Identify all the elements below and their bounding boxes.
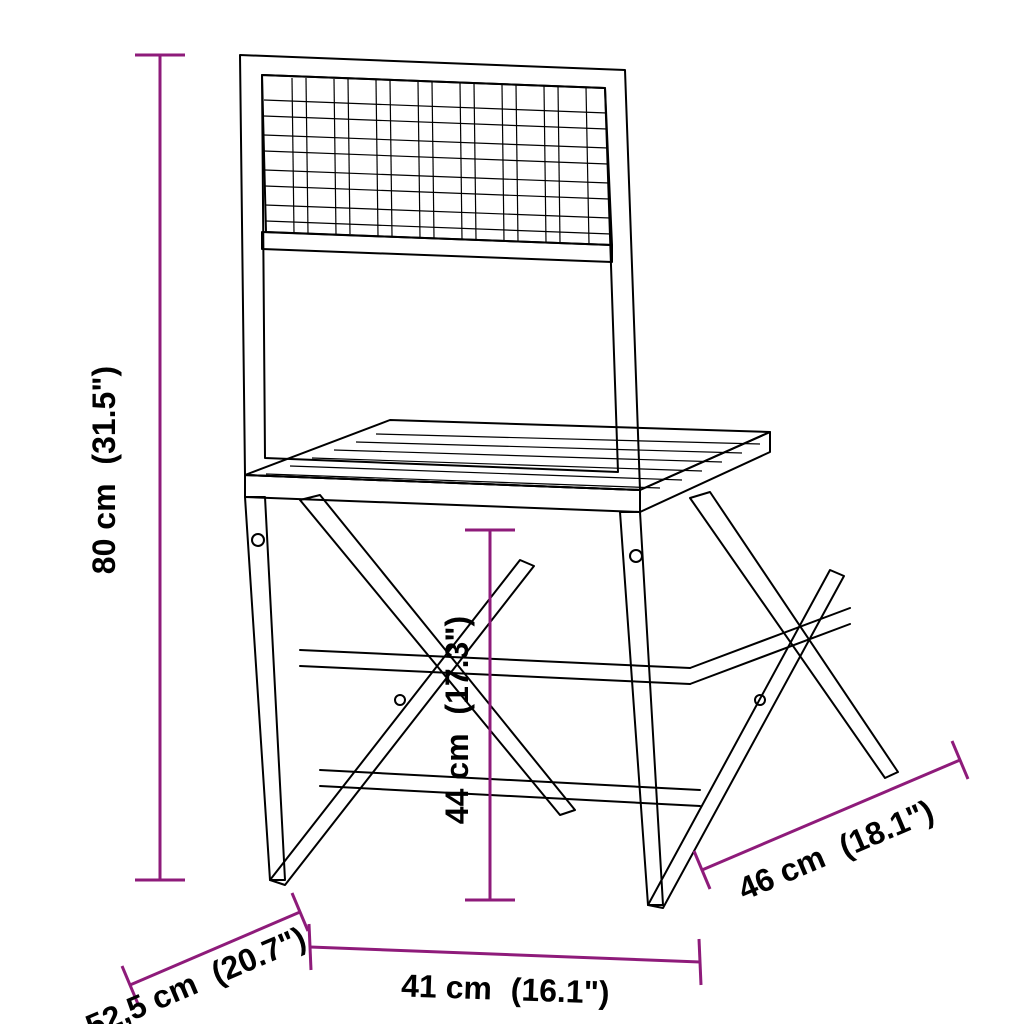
dimension-diagram: 80 cm (31.5") 44 cm (17.3") 52,5 cm (20.… <box>0 0 1024 1024</box>
label-seat-height: 44 cm (17.3") <box>439 616 475 824</box>
rattan-backrest <box>262 75 612 262</box>
label-width: 41 cm (16.1") <box>401 967 611 1010</box>
chair-drawing <box>240 55 898 908</box>
dim-width <box>309 924 701 985</box>
label-back-spread: 46 cm (18.1") <box>733 793 939 908</box>
dim-overall-height <box>135 55 185 880</box>
label-overall-height: 80 cm (31.5") <box>86 366 122 574</box>
label-depth: 52,5 cm (20.7") <box>80 919 310 1024</box>
